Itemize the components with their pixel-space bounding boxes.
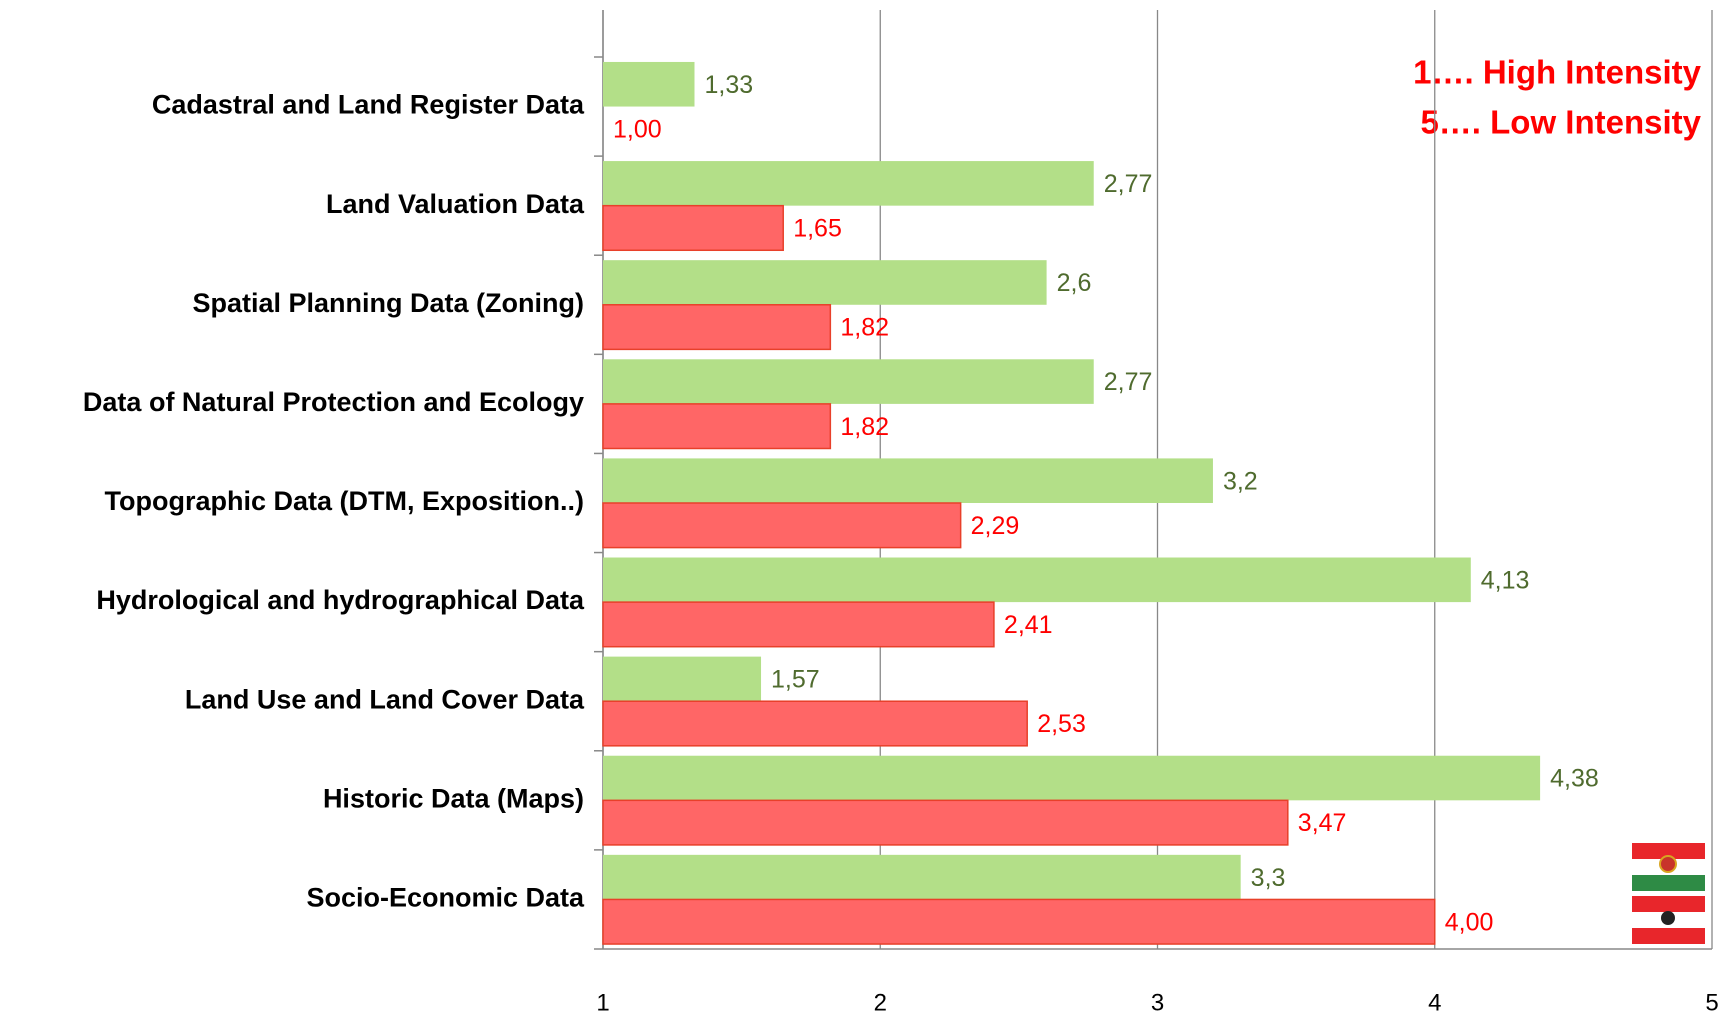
bar	[603, 260, 1047, 305]
bar	[603, 359, 1094, 404]
flag-austria	[1632, 896, 1705, 944]
x-tick-label: 4	[1428, 989, 1441, 1015]
value-label: 4,38	[1550, 765, 1599, 793]
x-tick-label: 5	[1705, 989, 1718, 1015]
value-label: 4,00	[1445, 908, 1494, 936]
value-label: 1,82	[840, 413, 889, 441]
annotation: 1…. High Intensity	[1413, 54, 1702, 91]
value-label: 3,47	[1298, 809, 1347, 837]
value-label: 3,2	[1223, 467, 1258, 495]
bar	[603, 755, 1541, 801]
category-label: Topographic Data (DTM, Exposition..)	[105, 486, 585, 516]
value-label: 1,57	[771, 666, 820, 694]
value-label: 2,6	[1057, 269, 1092, 297]
bar	[602, 601, 995, 648]
x-tick-label: 1	[596, 989, 609, 1015]
bar	[603, 854, 1241, 900]
value-label: 2,29	[971, 512, 1020, 540]
x-tick-label: 2	[874, 989, 887, 1015]
bar	[602, 502, 962, 549]
bar	[602, 304, 832, 351]
category-label: Socio-Economic Data	[306, 883, 585, 913]
value-label: 4,13	[1481, 566, 1530, 594]
value-label: 1,65	[793, 215, 842, 243]
bar	[603, 61, 695, 107]
bar	[602, 898, 1436, 945]
bar	[602, 700, 1028, 747]
category-label: Spatial Planning Data (Zoning)	[193, 288, 585, 318]
value-label: 2,41	[1004, 611, 1053, 639]
flag-hungary	[1632, 843, 1705, 891]
category-label: Land Valuation Data	[326, 189, 585, 219]
value-label: 2,77	[1104, 170, 1153, 198]
bar	[603, 161, 1094, 206]
category-label: Cadastral and Land Register Data	[152, 90, 585, 120]
category-label: Hydrological and hydrographical Data	[96, 585, 585, 615]
category-label: Data of Natural Protection and Ecology	[83, 387, 584, 417]
x-tick-label: 3	[1151, 989, 1164, 1015]
value-label: 2,77	[1104, 368, 1153, 396]
bar	[603, 458, 1213, 503]
value-label: 3,3	[1251, 864, 1286, 892]
bar	[602, 799, 1289, 846]
value-label: 1,33	[704, 71, 753, 99]
bar	[603, 557, 1471, 603]
value-label: 1,82	[840, 314, 889, 342]
bar	[603, 656, 762, 702]
bar	[602, 204, 784, 252]
value-label: 2,53	[1037, 710, 1086, 738]
annotation: 5…. Low Intensity	[1420, 104, 1701, 141]
category-label: Land Use and Land Cover Data	[185, 684, 585, 714]
bar	[602, 403, 832, 450]
category-label: Historic Data (Maps)	[323, 783, 584, 813]
value-label: 1,00	[613, 115, 662, 143]
